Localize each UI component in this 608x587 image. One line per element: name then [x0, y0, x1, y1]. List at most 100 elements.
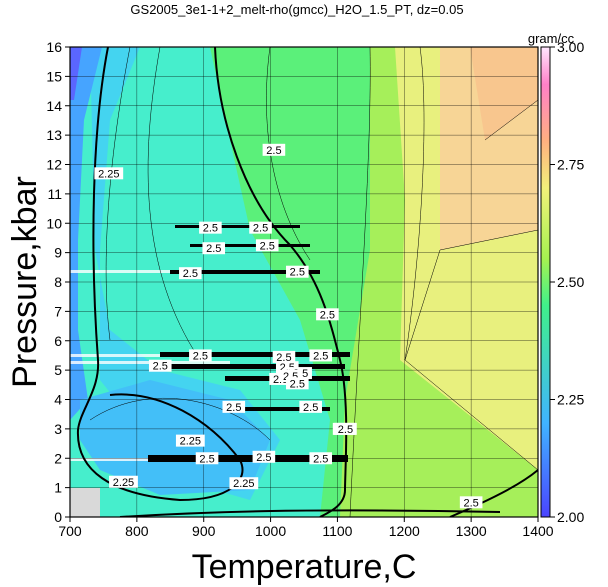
field-region-orange: [470, 47, 538, 140]
thin-contour: [105, 47, 131, 341]
y-tick-label: 3: [54, 421, 62, 437]
thin-contour: [89, 397, 271, 441]
colorbar-tick-label: 3.00: [557, 39, 584, 55]
y-tick-label: 4: [54, 392, 62, 408]
contour-label: 2.5: [338, 424, 353, 436]
streak-line: [70, 354, 210, 357]
contour-label: 2.5: [206, 243, 221, 255]
thin-contour: [266, 47, 311, 261]
contour-label: 2.5: [203, 223, 218, 235]
contour-band: [230, 407, 330, 411]
contour-band: [170, 270, 320, 274]
chart-title: GS2005_3e1-1+2_melt-rho(gmcc)_H2O_1.5_PT…: [130, 2, 463, 17]
x-tick-label: 800: [125, 523, 149, 539]
field-region-deep-blue: [70, 47, 82, 100]
streak-line: [70, 270, 230, 273]
y-axis-label: Pressure,kbar: [6, 176, 44, 388]
y-tick-label: 13: [46, 127, 62, 143]
x-tick-label: 1300: [456, 523, 487, 539]
contour-label-bg: [272, 350, 296, 363]
colorbar-tick-label: 2.75: [557, 157, 584, 173]
contour-label-bg: [309, 452, 333, 465]
x-tick-label: 900: [192, 523, 216, 539]
contour-label: 2.5: [290, 378, 305, 390]
contour-label: 2.5: [463, 497, 478, 509]
contour-band: [148, 455, 348, 462]
contour-label: 2.25: [180, 436, 201, 448]
contour-label: 2.5: [226, 402, 241, 414]
y-tick-label: 11: [47, 186, 62, 202]
contour-labels: 2.25 2.5 2.5 2.5 2.25 2.25 2.25 2.5 2.5 2.5 2.5 2.5…: [94, 143, 483, 509]
y-tick-label: 8: [54, 274, 62, 290]
contour-label: 2.5: [313, 453, 328, 465]
y-tick-label: 10: [46, 215, 62, 231]
contour-label-bg: [309, 349, 333, 362]
contour-label-bg: [299, 400, 322, 413]
thin-contour: [404, 47, 425, 361]
contour-label-bg: [286, 377, 309, 390]
contour-label: 2.5: [276, 352, 291, 364]
contour-label-bg: [229, 477, 259, 490]
contour-label: 2.5: [260, 240, 275, 252]
x-tick-label: 1100: [322, 523, 352, 539]
contour-label-bg: [249, 221, 272, 234]
colorbar-tick-label: 2.00: [557, 509, 584, 525]
contour-label-bg: [189, 349, 212, 362]
y-tick-label: 15: [46, 68, 62, 84]
contour-label-bg: [286, 265, 309, 278]
contour-label-bg: [222, 400, 246, 413]
colorbar-gradient: [540, 46, 551, 518]
contour-label-bg: [199, 221, 222, 234]
contour-label-bg: [459, 496, 483, 509]
y-tick-label: 0: [54, 509, 62, 525]
colorbar-unit: gram/cc: [528, 31, 575, 46]
contour-band: [175, 225, 300, 228]
thick-contour-2.5: [214, 47, 348, 517]
contour-label: 2.5: [193, 350, 208, 362]
contour-label: 2.25: [233, 478, 254, 490]
y-tick-label: 1: [54, 480, 62, 496]
contour-label: 2.5: [199, 453, 214, 465]
contour-label-bg: [334, 422, 357, 435]
contour-label: 2.25: [113, 477, 134, 489]
x-axis-ticks: 700 800 900 1000 1100 1200 1300 1400: [58, 517, 554, 539]
contour-label-bg: [148, 359, 172, 372]
contour-label: 2.5: [320, 309, 335, 321]
contour-label-bg: [109, 475, 138, 488]
x-tick-label: 1000: [255, 523, 286, 539]
thick-contour-2.25: [76, 47, 244, 502]
contour-label-bg: [255, 239, 279, 252]
contour-label-bg: [175, 434, 205, 447]
thick-contour-2.25: [109, 393, 241, 461]
field-region-blue: [70, 47, 102, 420]
x-tick-label: 1400: [522, 523, 553, 539]
contour-label: 2.5: [153, 361, 168, 373]
x-tick-label: 1200: [389, 523, 420, 539]
y-tick-label: 14: [46, 98, 62, 114]
colorbar-tick-label: 2.50: [557, 274, 584, 290]
contour-label: 2.5: [290, 267, 305, 279]
contour-label: 2.5: [313, 350, 328, 362]
y-tick-label: 2: [54, 450, 62, 466]
y-tick-label: 7: [54, 303, 62, 319]
thick-contour-2.5: [119, 509, 501, 517]
contour-label-bg: [252, 450, 276, 463]
contour-label-bg: [195, 452, 219, 465]
missing-data-corner: [70, 488, 100, 517]
y-tick-label: 12: [46, 157, 62, 173]
contour-label: 2.5: [183, 268, 198, 280]
thin-contour: [147, 47, 201, 361]
colorbar: gram/cc 2.00 2.25 2.50 2.75 3.00: [528, 31, 585, 525]
contour-label: 2.5: [253, 223, 268, 235]
x-tick-label: 700: [58, 523, 82, 539]
y-tick-label: 5: [54, 362, 62, 378]
thin-contour: [404, 229, 538, 471]
colorbar-ticks: 2.00 2.25 2.50 2.75 3.00: [550, 39, 584, 525]
contour-label: 2.5: [256, 452, 271, 464]
contour-label-bg: [202, 242, 226, 255]
field-region-light-blue: [70, 47, 280, 500]
y-tick-label: 16: [46, 39, 62, 55]
contour-label-bg: [94, 167, 124, 180]
